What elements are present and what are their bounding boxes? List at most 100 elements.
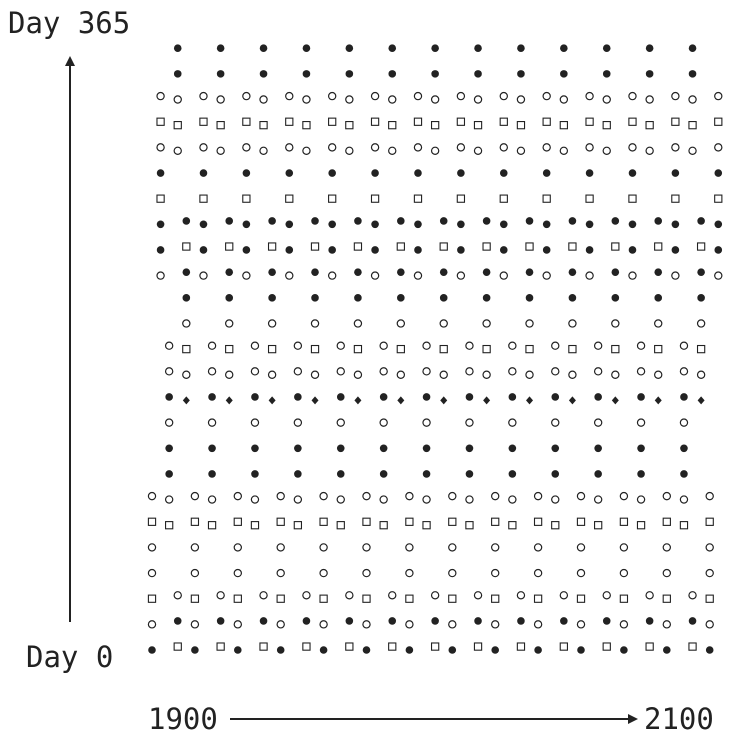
- data-point-open-circle-23: [173, 146, 182, 155]
- data-point-open-square-13: [156, 117, 165, 126]
- data-point-open-circle-177: [336, 367, 345, 376]
- data-point-filled-circle-47: [199, 246, 208, 254]
- data-point-open-circle-43: [190, 543, 200, 552]
- data-point-open-circle-53: [199, 91, 208, 101]
- data-point-filled-circle-495: [688, 44, 697, 53]
- data-point-filled-circle-456: [645, 44, 654, 53]
- data-point-open-circle-1: [147, 620, 157, 629]
- data-point-filled-circle-323: [499, 169, 508, 177]
- data-point-filled-diamond-460: [654, 396, 662, 405]
- data-point-open-circle-415: [602, 95, 611, 104]
- data-point-open-circle-289: [465, 495, 474, 504]
- data-point-filled-circle-309: [482, 268, 491, 276]
- data-point-filled-circle-152: [311, 294, 319, 302]
- data-point-open-square-462: [654, 344, 663, 354]
- data-point-open-circle-411: [593, 367, 603, 376]
- data-point-open-circle-324: [499, 143, 508, 152]
- data-point-open-circle-412: [593, 341, 603, 350]
- data-point-open-circle-19: [164, 418, 174, 427]
- data-point-open-circle-140: [302, 146, 311, 155]
- data-point-filled-circle-497: [688, 617, 697, 625]
- data-point-filled-circle-311: [482, 217, 491, 225]
- data-point-filled-circle-96: [251, 444, 259, 453]
- data-point-open-circle-334: [508, 341, 517, 350]
- data-point-filled-circle-254: [422, 393, 431, 401]
- data-point-open-square-184: [345, 642, 354, 651]
- data-point-open-square-83: [233, 517, 242, 526]
- data-point-open-square-442: [628, 117, 637, 126]
- data-point-open-circle-424: [611, 319, 620, 328]
- data-point-filled-circle-270: [439, 268, 448, 276]
- data-point-filled-circle-281: [457, 246, 465, 254]
- data-point-open-circle-85: [242, 271, 251, 280]
- data-point-open-square-166: [328, 194, 337, 203]
- data-point-open-square-106: [259, 642, 268, 651]
- data-point-filled-circle-320: [499, 246, 508, 254]
- data-point-open-circle-358: [542, 271, 551, 280]
- data-point-open-circle-344: [525, 370, 534, 379]
- data-point-open-circle-365: [542, 91, 551, 101]
- data-point-filled-circle-518: [714, 169, 723, 177]
- data-point-open-circle-441: [628, 143, 637, 152]
- data-point-open-square-197: [362, 594, 371, 603]
- data-point-open-circle-216: [379, 367, 388, 376]
- data-point-open-square-505: [696, 242, 706, 251]
- data-point-open-circle-285: [456, 143, 466, 152]
- data-point-open-circle-22: [164, 341, 174, 350]
- data-point-open-circle-326: [499, 91, 508, 101]
- data-point-open-circle-179: [345, 146, 354, 155]
- data-point-open-square-236: [405, 594, 414, 603]
- data-point-open-circle-463: [654, 319, 663, 328]
- data-point-filled-circle-291: [465, 444, 474, 453]
- data-point-open-circle-250: [422, 495, 431, 504]
- data-point-open-circle-103: [259, 95, 268, 104]
- data-point-open-circle-214: [379, 418, 388, 427]
- data-point-open-square-314: [491, 594, 500, 603]
- data-point-open-square-439: [628, 194, 637, 203]
- data-point-open-square-122: [276, 517, 285, 526]
- data-point-filled-circle-425: [611, 294, 620, 302]
- data-point-open-square-76: [225, 242, 234, 251]
- data-point-open-circle-489: [679, 367, 689, 376]
- data-point-filled-circle-56: [208, 470, 216, 478]
- data-point-open-square-388: [568, 242, 577, 251]
- data-point-open-circle-452: [645, 146, 654, 155]
- data-point-open-square-283: [456, 194, 466, 203]
- data-point-filled-circle-437: [628, 246, 637, 254]
- data-point-open-circle-451: [636, 341, 646, 350]
- data-point-filled-circle-191: [354, 294, 362, 302]
- data-point-open-circle-123: [276, 491, 285, 501]
- data-point-filled-circle-221: [388, 70, 397, 78]
- data-point-filled-circle-300: [474, 44, 482, 53]
- data-point-open-circle-422: [611, 370, 620, 379]
- data-point-open-square-208: [370, 117, 380, 126]
- data-point-open-circle-199: [362, 543, 371, 552]
- data-point-open-square-111: [267, 344, 277, 354]
- data-point-open-circle-73: [225, 319, 234, 328]
- data-point-open-circle-519: [714, 143, 723, 152]
- data-point-open-circle-168: [327, 143, 337, 152]
- data-point-filled-circle-251: [422, 470, 431, 478]
- data-point-filled-diamond-187: [354, 396, 362, 405]
- data-point-filled-circle-9: [156, 220, 165, 229]
- data-point-open-circle-92: [242, 91, 251, 101]
- data-point-open-square-37: [182, 242, 191, 251]
- data-point-filled-circle-126: [285, 220, 294, 229]
- data-point-open-circle-30: [173, 591, 182, 600]
- data-point-open-square-41: [190, 594, 200, 603]
- data-point-filled-circle-26: [173, 70, 182, 78]
- data-point-open-circle-383: [568, 370, 577, 379]
- data-point-filled-circle-332: [508, 393, 517, 401]
- data-point-filled-circle-224: [388, 617, 397, 625]
- data-point-filled-circle-440: [628, 169, 637, 177]
- data-point-filled-circle-263: [431, 617, 439, 625]
- data-point-filled-circle-183: [345, 44, 354, 53]
- data-point-open-square-127: [285, 194, 294, 203]
- data-point-open-circle-25: [173, 95, 182, 104]
- data-point-filled-circle-359: [542, 246, 551, 254]
- data-point-open-square-262: [430, 642, 440, 651]
- data-point-filled-circle-135: [294, 444, 302, 453]
- data-point-filled-circle-458: [645, 617, 654, 625]
- data-point-open-circle-240: [405, 491, 414, 501]
- data-point-open-square-444: [636, 521, 646, 530]
